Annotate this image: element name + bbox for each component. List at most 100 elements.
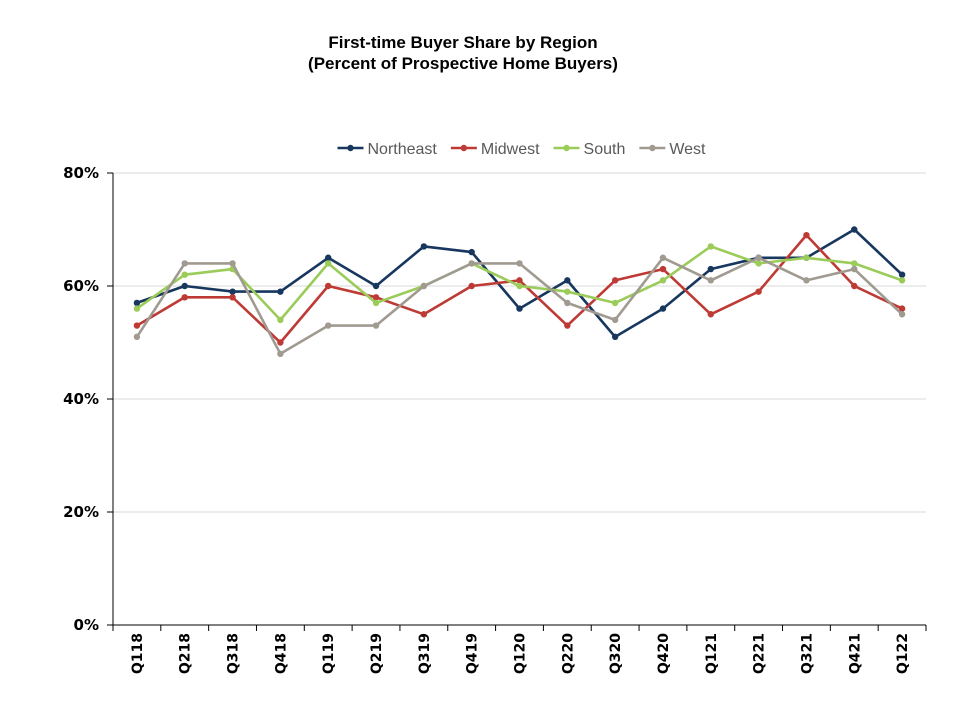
- x-tick-label: Q221: [752, 633, 768, 674]
- x-tick-label: Q218: [178, 633, 194, 674]
- x-tick-label: Q321: [799, 633, 815, 674]
- chart-title: First-time Buyer Share by Region: [328, 33, 598, 52]
- data-point-west: [611, 316, 619, 324]
- x-tick-label: Q120: [513, 633, 529, 674]
- data-point-midwest: [325, 282, 332, 290]
- legend-label-south: South: [584, 141, 626, 158]
- data-point-northeast: [564, 277, 571, 284]
- data-point-northeast: [420, 243, 428, 250]
- data-point-midwest: [229, 294, 236, 301]
- data-point-south: [325, 260, 332, 267]
- data-point-northeast: [659, 305, 667, 312]
- x-tick-label: Q419: [465, 633, 481, 674]
- data-point-south: [181, 271, 188, 278]
- legend-marker-west: [649, 144, 656, 152]
- legend-label-west: West: [669, 141, 706, 158]
- data-point-northeast: [468, 248, 475, 256]
- data-point-midwest: [372, 294, 380, 301]
- y-axis-ticks: 0% 20% 40% 60% 80%: [63, 164, 113, 634]
- legend-item-west: West: [639, 141, 706, 158]
- x-tick-label: Q118: [130, 633, 146, 674]
- series-midwest: [133, 231, 906, 346]
- data-point-northeast: [181, 282, 188, 290]
- data-point-northeast: [277, 288, 284, 295]
- data-point-west: [181, 260, 188, 267]
- data-point-south: [516, 282, 523, 290]
- data-point-south: [277, 316, 284, 324]
- data-point-northeast: [516, 305, 523, 312]
- x-tick-label: Q418: [273, 633, 289, 674]
- series-northeast: [133, 226, 906, 341]
- data-point-west: [659, 254, 667, 261]
- x-tick-label: Q421: [847, 633, 863, 674]
- legend: Northeast Midwest South West: [337, 141, 706, 158]
- y-tick-label: 20%: [63, 503, 99, 521]
- data-point-northeast: [611, 333, 619, 341]
- data-point-midwest: [898, 305, 906, 312]
- series-group: [133, 226, 906, 357]
- chart-title-block: First-time Buyer Share by Region (Percen…: [0, 32, 926, 74]
- y-tick-label: 40%: [63, 390, 99, 408]
- x-tick-label: Q420: [656, 633, 672, 674]
- data-point-south: [659, 277, 667, 284]
- chart-subtitle: (Percent of Prospective Home Buyers): [308, 54, 618, 73]
- x-tick-label: Q122: [895, 633, 911, 674]
- data-point-midwest: [133, 322, 141, 329]
- data-point-midwest: [564, 322, 571, 329]
- x-axis-ticks: Q118 Q218 Q318 Q418 Q119 Q219 Q319 Q419 Q120 Q220…: [112, 625, 927, 674]
- data-point-west: [516, 260, 523, 267]
- data-point-west: [325, 322, 332, 329]
- data-point-west: [803, 277, 810, 284]
- data-point-midwest: [803, 231, 810, 239]
- series-west: [133, 254, 906, 357]
- data-point-midwest: [659, 265, 667, 273]
- data-point-northeast: [372, 282, 380, 290]
- data-point-midwest: [420, 311, 428, 318]
- legend-item-northeast: Northeast: [337, 141, 437, 158]
- data-point-west: [564, 299, 571, 307]
- y-tick-label: 80%: [63, 164, 99, 182]
- data-point-west: [755, 254, 762, 261]
- x-tick-label: Q119: [321, 633, 337, 674]
- y-tick-label: 0%: [74, 616, 99, 634]
- data-point-south: [851, 260, 858, 267]
- x-tick-label: Q219: [369, 633, 385, 674]
- data-point-midwest: [277, 339, 284, 346]
- data-point-west: [372, 322, 380, 329]
- data-point-west: [851, 265, 858, 273]
- data-point-south: [611, 299, 619, 307]
- x-tick-label: Q318: [226, 633, 242, 674]
- data-point-west: [468, 260, 475, 267]
- data-point-midwest: [851, 282, 858, 290]
- data-point-northeast: [851, 226, 858, 233]
- data-point-northeast: [229, 288, 236, 295]
- data-point-northeast: [325, 254, 332, 261]
- x-tick-label: Q220: [560, 633, 576, 674]
- data-point-northeast: [707, 265, 714, 273]
- legend-item-midwest: Midwest: [450, 141, 540, 158]
- data-point-midwest: [468, 282, 475, 290]
- data-point-midwest: [755, 288, 762, 295]
- data-point-west: [229, 260, 236, 267]
- legend-item-south: South: [553, 141, 626, 158]
- data-point-south: [133, 305, 141, 312]
- data-point-south: [564, 288, 571, 295]
- x-tick-label: Q320: [608, 633, 624, 674]
- data-point-south: [755, 260, 762, 267]
- gridlines: [113, 172, 926, 513]
- y-tick-label: 60%: [63, 277, 99, 295]
- legend-marker-northeast: [347, 144, 354, 152]
- data-point-west: [277, 350, 284, 357]
- data-point-south: [707, 243, 714, 250]
- data-point-west: [707, 277, 714, 284]
- data-point-south: [803, 254, 810, 261]
- legend-label-midwest: Midwest: [481, 141, 540, 158]
- data-point-midwest: [181, 294, 188, 301]
- data-point-south: [898, 277, 906, 284]
- data-point-northeast: [898, 271, 906, 278]
- legend-marker-midwest: [460, 144, 468, 152]
- x-tick-label: Q121: [704, 633, 720, 674]
- x-tick-label: Q319: [417, 633, 433, 674]
- legend-marker-south: [563, 144, 570, 152]
